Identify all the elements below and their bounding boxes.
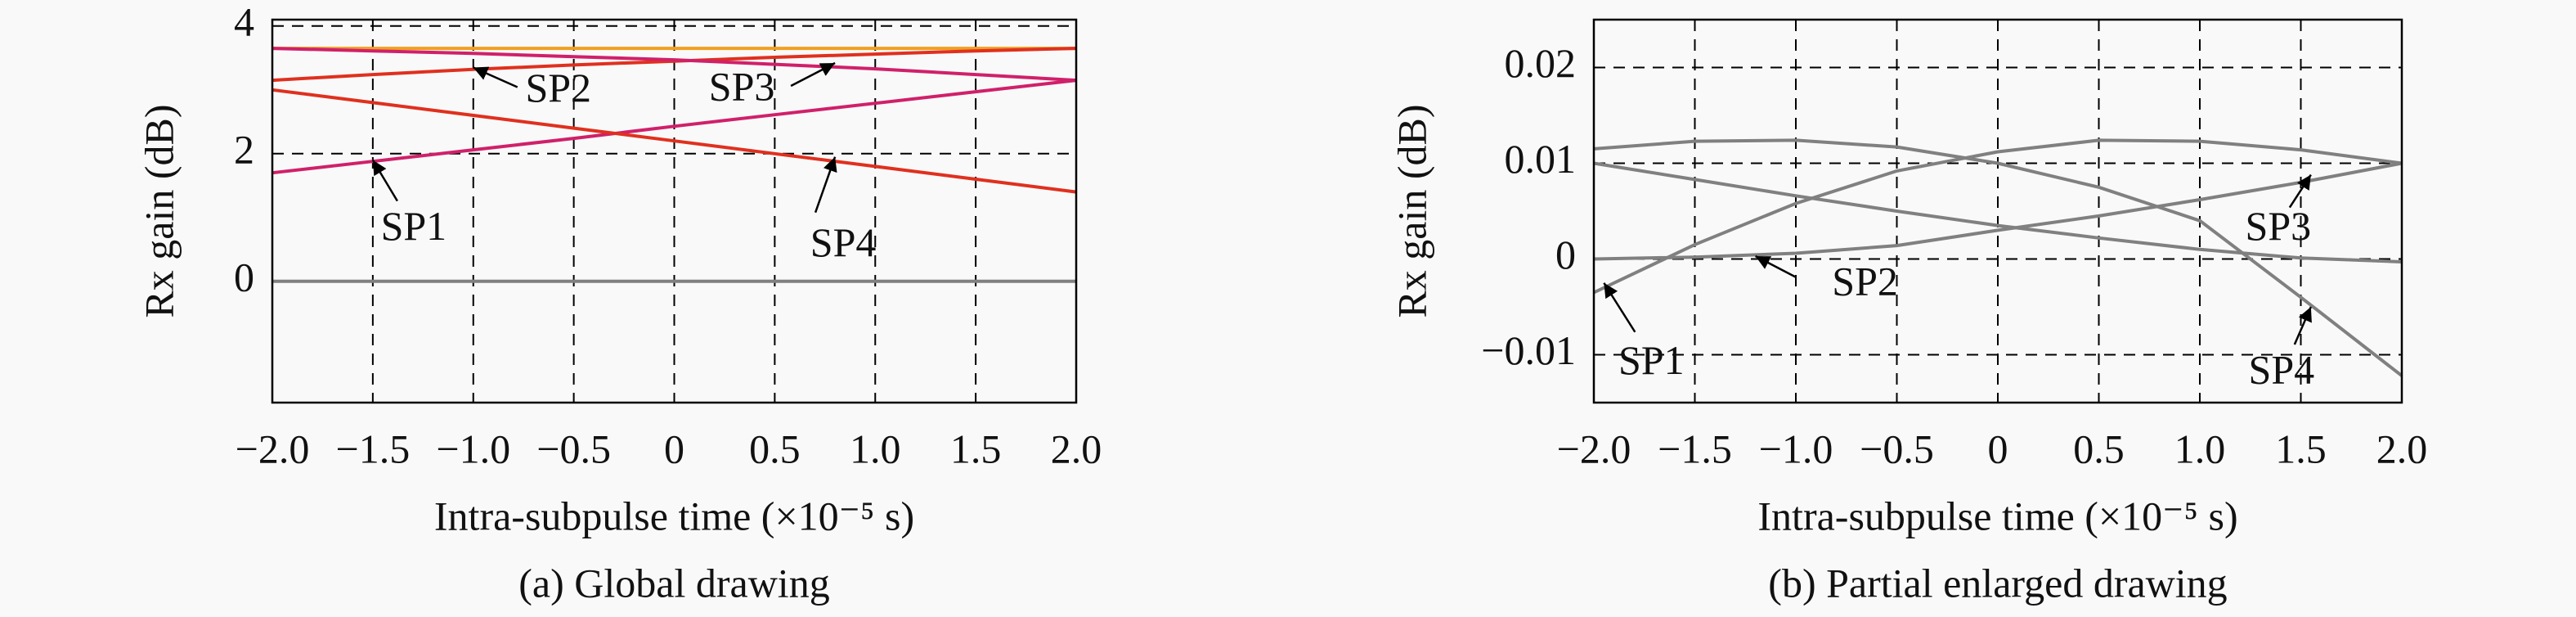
x-tick-label: 1.5 — [2275, 426, 2327, 471]
x-tick-label: −0.5 — [1860, 426, 1934, 471]
x-tick-label: −1.0 — [436, 426, 510, 471]
x-axis-label: Intra-subpulse time (×10⁻⁵ s) — [1757, 493, 2237, 538]
annotation-arrow — [2293, 306, 2312, 345]
annotation-arrow — [473, 66, 518, 88]
data-line — [1593, 138, 2403, 295]
data-line — [272, 79, 1077, 175]
y-tick-label: 0.01 — [1505, 136, 1577, 182]
annotation-arrow — [371, 159, 398, 202]
x-tick-label: 2.0 — [1051, 426, 1102, 471]
x-tick-label: −1.5 — [1658, 426, 1732, 471]
x-axis-label: Intra-subpulse time (×10⁻⁵ s) — [434, 493, 914, 538]
annotation: SP2 — [1832, 258, 1898, 304]
plot-frame — [271, 18, 1078, 404]
annotation: SP2 — [525, 65, 591, 110]
annotation-arrow — [2288, 173, 2312, 209]
x-tick-label: 1.5 — [950, 426, 1002, 471]
annotation: SP1 — [1618, 337, 1685, 383]
x-tick-label: 0 — [664, 426, 684, 471]
x-tick-label: 1.0 — [2174, 426, 2226, 471]
data-line — [272, 88, 1077, 194]
x-tick-label: 2.0 — [2376, 426, 2428, 471]
data-line — [1593, 138, 2403, 377]
x-tick-label: −1.0 — [1759, 426, 1833, 471]
y-tick-label: 2 — [234, 126, 254, 172]
y-tick-label: 0 — [1555, 232, 1576, 277]
x-tick-label: −2.0 — [236, 426, 310, 471]
annotation-arrow — [814, 156, 837, 214]
data-line — [1593, 161, 2403, 261]
annotation-arrow — [1755, 254, 1797, 279]
caption: (b) Partial enlarged drawing — [1768, 560, 2227, 606]
y-tick-label: 0.02 — [1505, 40, 1577, 86]
caption: (a) Global drawing — [518, 560, 829, 606]
y-tick-label: −0.01 — [1481, 327, 1576, 373]
data-line — [272, 47, 1077, 83]
annotation: SP1 — [381, 203, 447, 249]
y-axis-label: Rx gain (dB) — [136, 104, 182, 318]
annotation-arrow — [790, 61, 836, 88]
x-tick-label: 0 — [1988, 426, 2008, 471]
y-axis-label: Rx gain (dB) — [1389, 104, 1434, 318]
x-tick-label: −1.5 — [336, 426, 411, 471]
x-tick-label: 0.5 — [749, 426, 801, 471]
annotation: SP4 — [810, 219, 877, 265]
plot-frame — [1592, 18, 2403, 404]
y-tick-label: 0 — [234, 254, 254, 299]
x-tick-label: −2.0 — [1557, 426, 1631, 471]
y-tick-label: 4 — [234, 0, 254, 44]
annotation-arrow — [1603, 282, 1636, 333]
annotation: SP4 — [2249, 346, 2315, 392]
x-tick-label: 0.5 — [2073, 426, 2125, 471]
annotation: SP3 — [2246, 203, 2312, 249]
annotation: SP3 — [709, 64, 775, 110]
data-line — [1593, 161, 2403, 263]
x-tick-label: −0.5 — [536, 426, 611, 471]
x-tick-label: 1.0 — [850, 426, 901, 471]
